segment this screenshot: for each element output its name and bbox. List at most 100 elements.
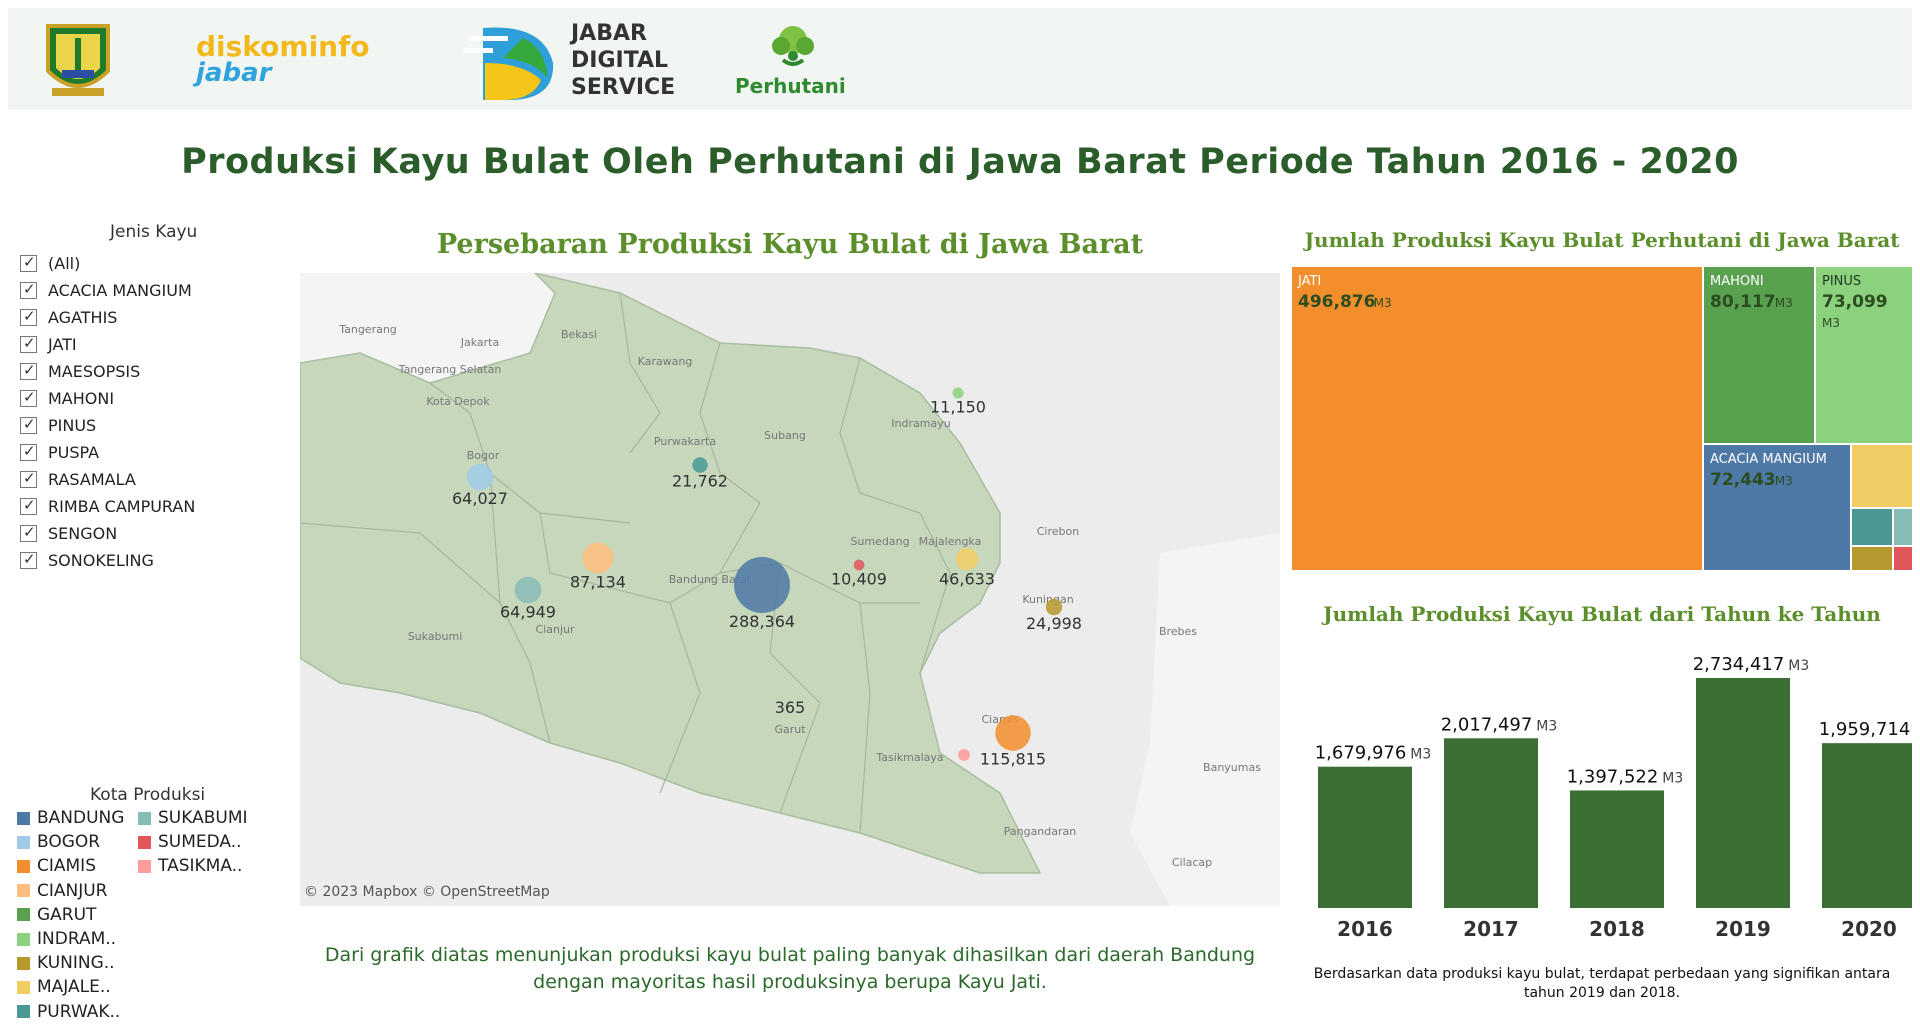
- map-place-label: Cilacap: [1172, 856, 1212, 869]
- legend-swatch: [17, 908, 30, 922]
- bar-unit-label: M3: [1410, 747, 1431, 763]
- bar-unit-label: M3: [1536, 718, 1557, 734]
- filter-item-all[interactable]: (All): [20, 250, 195, 277]
- treemap-cell[interactable]: [1894, 547, 1912, 570]
- checkbox-icon[interactable]: [20, 334, 37, 353]
- treemap-cell-value: 496,876: [1298, 292, 1375, 312]
- bar-chart-title: Jumlah Produksi Kayu Bulat dari Tahun ke…: [1323, 602, 1881, 626]
- map-bubble[interactable]: [582, 542, 614, 574]
- filter-item-sonokeling[interactable]: SONOKELING: [20, 547, 195, 574]
- checkbox-icon[interactable]: [20, 523, 37, 542]
- map-bubble[interactable]: [853, 559, 865, 571]
- map-bubble[interactable]: [958, 749, 970, 761]
- checkbox-icon[interactable]: [20, 280, 37, 299]
- legend-item[interactable]: GARUT: [17, 905, 96, 925]
- treemap-cell[interactable]: [1852, 509, 1892, 545]
- map-bubbles[interactable]: 288,364 115,815 87,134 64,949 64,027 46,633 24…: [452, 387, 1082, 769]
- map-bubble[interactable]: [952, 387, 964, 399]
- treemap-cell-name: MAHONI: [1710, 274, 1764, 289]
- map-title: Persebaran Produksi Kayu Bulat di Jawa B…: [436, 229, 1144, 260]
- bar-unit-label: M3: [1788, 658, 1809, 674]
- filter-item-acacia-mangium[interactable]: ACACIA MANGIUM: [20, 277, 195, 304]
- legend-swatch: [138, 811, 151, 825]
- checkbox-icon[interactable]: [20, 550, 37, 569]
- filter-item-rasamala[interactable]: RASAMALA: [20, 466, 195, 493]
- legend-item[interactable]: INDRAM..: [17, 929, 116, 949]
- filter-item-jati[interactable]: JATI: [20, 331, 195, 358]
- map-bubble-label: 21,762: [672, 472, 728, 491]
- treemap-cell[interactable]: [1894, 509, 1912, 545]
- treemap-cell[interactable]: [1292, 267, 1702, 570]
- diskominfo-jabar-text: jabar: [196, 58, 272, 88]
- checkbox-icon[interactable]: [20, 415, 37, 434]
- treemap-cell-unit: M3: [1775, 296, 1793, 310]
- legend-item[interactable]: MAJALE..: [17, 977, 111, 997]
- treemap-cell[interactable]: [1852, 547, 1892, 570]
- legend-item[interactable]: SUMEDA..: [138, 832, 242, 852]
- filter-item-agathis[interactable]: AGATHIS: [20, 304, 195, 331]
- map-bubble[interactable]: [995, 715, 1031, 751]
- filter-item-label: AGATHIS: [48, 308, 118, 327]
- legend-item[interactable]: SUKABUMI: [138, 808, 248, 828]
- map-bubble-label: 115,815: [980, 750, 1046, 769]
- legend-item[interactable]: BANDUNG: [17, 808, 124, 828]
- header-banner: diskominfo jabar JABAR DIGITAL SERVICE P…: [8, 8, 1912, 110]
- bar-unit-label: M3: [1662, 770, 1683, 786]
- checkbox-icon[interactable]: [20, 307, 37, 326]
- treemap-cell-name: PINUS: [1822, 274, 1861, 289]
- perhutani-text: Perhutani: [735, 74, 846, 98]
- map-place-label: Bekasi: [561, 328, 597, 341]
- checkbox-icon[interactable]: [20, 388, 37, 407]
- filter-item-mahoni[interactable]: MAHONI: [20, 385, 195, 412]
- map-bubble[interactable]: [466, 463, 494, 491]
- map-bubble[interactable]: [692, 457, 708, 473]
- filter-item-pinus[interactable]: PINUS: [20, 412, 195, 439]
- map-bubble[interactable]: [1045, 598, 1063, 616]
- bar-value-label: 1,959,714M3: [1819, 719, 1912, 740]
- legend-item[interactable]: BOGOR: [17, 832, 100, 852]
- map-place-label: Tangerang: [338, 323, 397, 336]
- filter-item-label: SENGON: [48, 524, 118, 543]
- bar-chart[interactable]: 1,679,976 M3 2016 2,017,497 M3 2017 1,397,522 M…: [1292, 640, 1912, 945]
- treemap-cell[interactable]: [1816, 267, 1912, 443]
- treemap-cell[interactable]: [1852, 445, 1912, 507]
- filter-item-sengon[interactable]: SENGON: [20, 520, 195, 547]
- bar[interactable]: [1444, 738, 1538, 908]
- filter-item-maesopsis[interactable]: MAESOPSIS: [20, 358, 195, 385]
- bar-chart-caption: Berdasarkan data produksi kayu bulat, te…: [1313, 966, 1891, 1001]
- jenis-kayu-filter: (All) ACACIA MANGIUM AGATHIS JATI MAESOP…: [20, 250, 195, 574]
- legend-item[interactable]: TASIKMA..: [138, 856, 242, 876]
- treemap-cell[interactable]: [1704, 267, 1814, 443]
- checkbox-icon[interactable]: [20, 469, 37, 488]
- treemap-cell-unit: M3: [1374, 296, 1392, 310]
- checkbox-icon[interactable]: [20, 442, 37, 461]
- treemap-cell[interactable]: [1704, 445, 1850, 570]
- x-tick-label: 2019: [1715, 917, 1771, 941]
- map-bubble[interactable]: [514, 576, 542, 604]
- bar[interactable]: [1696, 678, 1790, 908]
- map-bubble[interactable]: [734, 557, 790, 613]
- bubble-map[interactable]: Tangerang Jakarta Bekasi Tangerang Selatan K…: [300, 273, 1280, 906]
- checkbox-icon[interactable]: [20, 361, 37, 380]
- west-java-emblem-icon: [46, 24, 110, 96]
- x-tick-label: 2017: [1463, 917, 1519, 941]
- map-bubble-label: 87,134: [570, 572, 626, 591]
- treemap-cell-name: ACACIA MANGIUM: [1710, 452, 1827, 467]
- filter-item-rimba-campuran[interactable]: RIMBA CAMPURAN: [20, 493, 195, 520]
- bar[interactable]: [1570, 790, 1664, 908]
- checkbox-icon[interactable]: [20, 496, 37, 515]
- legend-label: PURWAK..: [37, 1001, 121, 1022]
- legend-label: INDRAM..: [37, 929, 117, 949]
- filter-item-puspa[interactable]: PUSPA: [20, 439, 195, 466]
- checkbox-icon[interactable]: [20, 253, 37, 272]
- legend-item[interactable]: KUNING..: [17, 953, 115, 973]
- map-place-label: Bandung Barat: [669, 573, 752, 586]
- legend-item[interactable]: CIAMIS: [17, 856, 96, 876]
- bar[interactable]: [1318, 766, 1412, 908]
- legend-item[interactable]: PURWAK..: [17, 1002, 120, 1022]
- filter-item-label: ACACIA MANGIUM: [48, 281, 192, 300]
- legend-item[interactable]: CIANJUR: [17, 881, 108, 901]
- map-bubble[interactable]: [955, 547, 979, 571]
- bar[interactable]: [1822, 743, 1912, 908]
